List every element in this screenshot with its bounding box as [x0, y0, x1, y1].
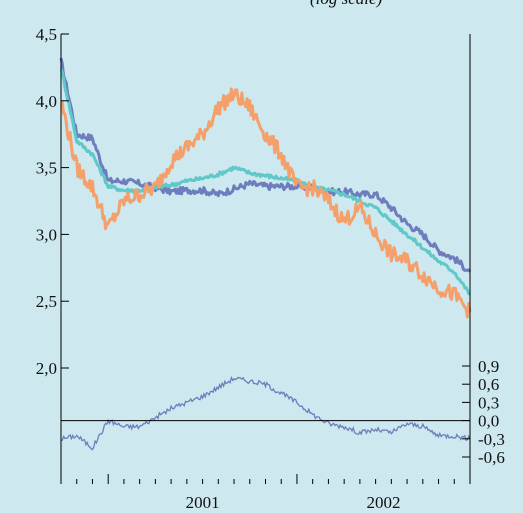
right-y-tick-label: 0,6	[478, 375, 499, 394]
header-fragment: (log scale)	[310, 0, 383, 8]
tick-labels: 4,5 4,0 3,5 3,0 2,5 2,0 0,90,60,30,0-0,3-0,6 20…	[36, 25, 505, 512]
axes	[60, 33, 471, 484]
right-y-tick-label: 0,9	[478, 357, 499, 376]
price-series-2-line	[59, 68, 471, 296]
x-tick-label: 2001	[186, 493, 220, 512]
right-y-tick-label: -0,6	[478, 448, 505, 467]
y-tick-label: 2,0	[36, 359, 57, 378]
right-y-tick-label: -0,3	[478, 430, 505, 449]
right-y-tick-label: 0,0	[478, 412, 499, 431]
y-tick-label: 2,5	[36, 292, 57, 311]
spread-series-layer	[60, 375, 471, 451]
price-series-1-line	[59, 57, 472, 273]
spread-series-line	[60, 375, 471, 451]
price-series-3-line	[60, 87, 472, 319]
y-tick-label: 4,0	[36, 92, 57, 111]
x-tick-label: 2002	[366, 493, 400, 512]
price-series-layer	[59, 57, 472, 319]
right-y-tick-label: 0,3	[478, 393, 499, 412]
y-tick-label: 4,5	[36, 25, 57, 44]
y-tick-label: 3,0	[36, 225, 57, 244]
y-tick-label: 3,5	[36, 159, 57, 178]
